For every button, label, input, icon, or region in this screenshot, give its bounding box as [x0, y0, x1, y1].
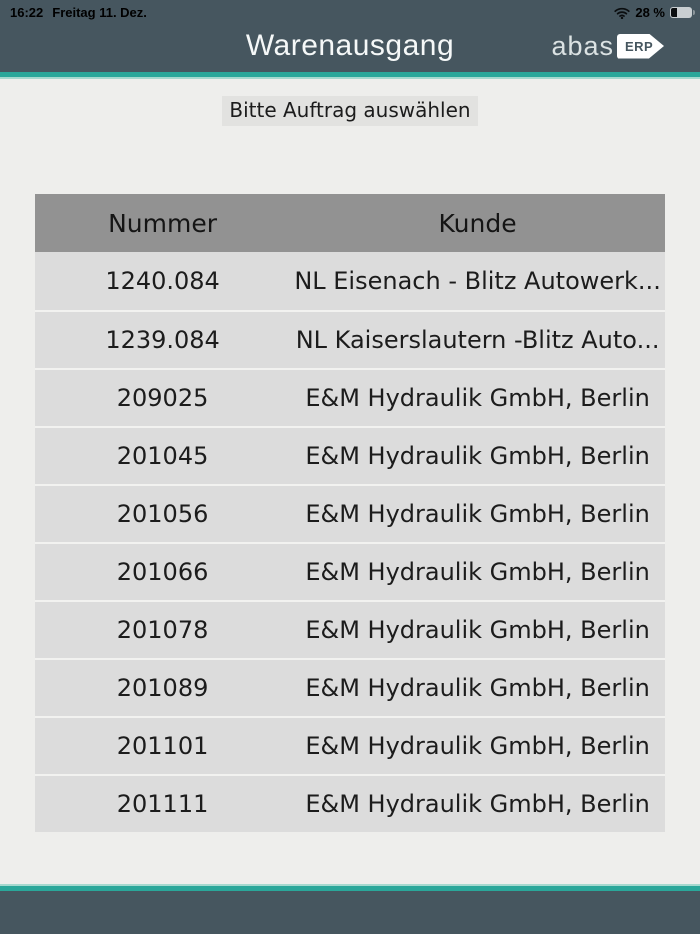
order-customer-cell[interactable]: E&M Hydraulik GmbH, Berlin [305, 500, 650, 528]
order-number-cell[interactable]: 209025 [116, 384, 209, 412]
table-header-row: Nummer Kunde [35, 194, 665, 252]
order-customer-cell[interactable]: E&M Hydraulik GmbH, Berlin [305, 442, 650, 470]
accent-divider-top [0, 72, 700, 79]
battery-nub [693, 10, 695, 15]
status-bar: 16:22 Freitag 11. Dez. 28 % [0, 0, 700, 22]
abas-erp-logo: abas ERP [551, 29, 664, 63]
accent-divider-bottom [0, 884, 700, 891]
order-number-cell[interactable]: 201089 [116, 674, 209, 702]
order-customer-cell[interactable]: E&M Hydraulik GmbH, Berlin [305, 558, 650, 586]
order-number-cell[interactable]: 1239.084 [105, 326, 220, 354]
table-body: 1240.084 NL Eisenach - Blitz Autowerk...… [35, 252, 665, 832]
order-customer-cell[interactable]: E&M Hydraulik GmbH, Berlin [305, 616, 650, 644]
order-customer-cell[interactable]: E&M Hydraulik GmbH, Berlin [305, 732, 650, 760]
column-header-nummer: Nummer [108, 208, 218, 238]
abas-logo-text: abas [551, 30, 614, 61]
order-row[interactable]: 1239.084 NL Kaiserslautern -Blitz Auto..… [35, 310, 665, 368]
teal-line [0, 72, 700, 77]
order-number-cell[interactable]: 201066 [116, 558, 209, 586]
content-area: Bitte Auftrag auswählen Nummer Kunde 124… [0, 79, 700, 884]
status-right: 28 % [614, 5, 695, 20]
order-customer-cell[interactable]: E&M Hydraulik GmbH, Berlin [305, 384, 650, 412]
teal-line-light [0, 884, 700, 886]
title-row: Warenausgang abas ERP [0, 22, 700, 72]
order-row[interactable]: 201078 E&M Hydraulik GmbH, Berlin [35, 600, 665, 658]
prompt-label: Bitte Auftrag auswählen [222, 96, 478, 126]
order-row[interactable]: 201056 E&M Hydraulik GmbH, Berlin [35, 484, 665, 542]
erp-badge: ERP [617, 33, 664, 59]
order-customer-cell[interactable]: E&M Hydraulik GmbH, Berlin [305, 674, 650, 702]
order-number-cell[interactable]: 201045 [116, 442, 209, 470]
order-customer-cell[interactable]: NL Kaiserslautern -Blitz Auto... [295, 326, 660, 354]
order-row[interactable]: 201066 E&M Hydraulik GmbH, Berlin [35, 542, 665, 600]
battery-percent-label: 28 % [635, 5, 665, 20]
order-customer-cell[interactable]: NL Eisenach - Blitz Autowerk... [294, 267, 661, 295]
status-time: 16:22 [10, 5, 44, 20]
order-customer-cell[interactable]: E&M Hydraulik GmbH, Berlin [305, 790, 650, 818]
teal-line [0, 886, 700, 891]
order-row[interactable]: 201111 E&M Hydraulik GmbH, Berlin [35, 774, 665, 832]
wifi-icon [614, 7, 631, 19]
order-row[interactable]: 209025 E&M Hydraulik GmbH, Berlin [35, 368, 665, 426]
order-number-cell[interactable]: 201111 [116, 790, 209, 818]
order-number-cell[interactable]: 201078 [116, 616, 209, 644]
orders-table: Nummer Kunde 1240.084 NL Eisenach - Blit… [35, 194, 665, 832]
column-header-kunde: Kunde [438, 208, 517, 238]
order-row[interactable]: 201089 E&M Hydraulik GmbH, Berlin [35, 658, 665, 716]
order-number-cell[interactable]: 201101 [116, 732, 209, 760]
order-row[interactable]: 1240.084 NL Eisenach - Blitz Autowerk... [35, 252, 665, 310]
status-left: 16:22 Freitag 11. Dez. [10, 5, 156, 20]
app-header: 16:22 Freitag 11. Dez. 28 % [0, 0, 700, 72]
prompt-wrap: Bitte Auftrag auswählen [0, 96, 700, 126]
order-row[interactable]: 201101 E&M Hydraulik GmbH, Berlin [35, 716, 665, 774]
order-row[interactable]: 201045 E&M Hydraulik GmbH, Berlin [35, 426, 665, 484]
battery-icon [670, 7, 695, 18]
order-number-cell[interactable]: 1240.084 [105, 267, 220, 295]
page-title: Warenausgang [245, 29, 455, 62]
app-footer [0, 891, 700, 934]
order-number-cell[interactable]: 201056 [116, 500, 209, 528]
status-date: Freitag 11. Dez. [52, 5, 147, 20]
teal-line-light [0, 77, 700, 79]
battery-fill [671, 8, 678, 17]
